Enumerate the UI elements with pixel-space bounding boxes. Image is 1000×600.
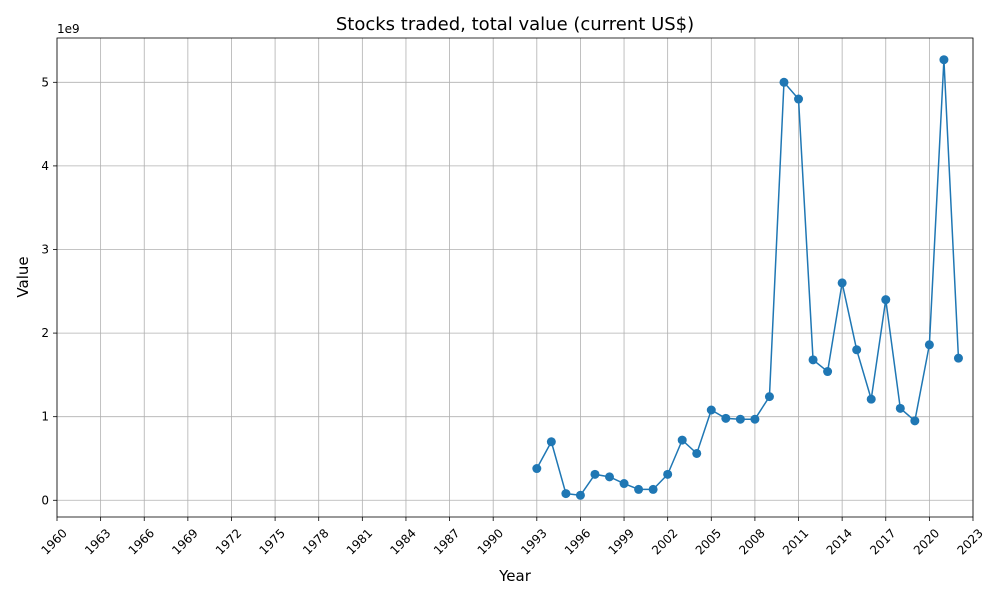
y-tick-label: 3 xyxy=(41,242,49,256)
data-point xyxy=(764,392,774,402)
data-point xyxy=(910,416,920,426)
x-tick-label: 2023 xyxy=(954,526,985,557)
y-tick-label: 0 xyxy=(41,493,49,507)
data-point xyxy=(648,484,658,494)
x-tick-label: 1972 xyxy=(213,526,244,557)
x-tick-label: 2002 xyxy=(649,526,680,557)
data-point xyxy=(953,353,963,363)
x-tick-label: 1996 xyxy=(562,526,593,557)
x-tick-label: 1978 xyxy=(300,526,331,557)
data-point xyxy=(692,448,702,458)
data-point xyxy=(561,489,571,499)
data-point xyxy=(677,435,687,445)
series-line xyxy=(536,59,960,497)
data-point xyxy=(619,479,629,489)
data-point xyxy=(881,295,891,305)
x-tick-label: 1960 xyxy=(38,526,69,557)
y-tick-label: 2 xyxy=(41,326,49,340)
data-point xyxy=(750,414,760,424)
data-point xyxy=(808,355,818,365)
plot-frame xyxy=(56,37,974,518)
x-tick-label: 1969 xyxy=(169,526,200,557)
series xyxy=(532,55,963,500)
x-axis: 1960 1963 1966 1969 1972 1975 1978 1981 1984 1987… xyxy=(38,517,986,558)
y-tick-label: 5 xyxy=(41,75,49,89)
data-point xyxy=(721,413,731,423)
chart-title: Stocks traded, total value (current US$) xyxy=(336,14,694,35)
data-point xyxy=(779,77,789,87)
data-point xyxy=(663,469,673,479)
x-tick-label: 2020 xyxy=(911,526,942,557)
data-point xyxy=(706,405,716,415)
data-point xyxy=(735,414,745,424)
x-tick-label: 2011 xyxy=(780,526,811,557)
data-point xyxy=(794,94,804,104)
x-tick-label: 1963 xyxy=(82,526,113,557)
x-tick-label: 2008 xyxy=(736,526,767,557)
y-tick-label: 1 xyxy=(41,410,49,424)
x-tick-label: 1987 xyxy=(431,526,462,557)
x-tick-label: 1984 xyxy=(387,526,418,557)
data-point xyxy=(939,55,949,65)
data-point xyxy=(605,472,615,482)
y-axis-multiplier: 1e9 xyxy=(57,22,80,36)
data-point xyxy=(634,484,644,494)
x-axis-title: Year xyxy=(498,567,532,585)
y-tick-label: 4 xyxy=(41,159,49,173)
x-tick-label: 1981 xyxy=(344,526,375,557)
data-point xyxy=(575,490,585,500)
x-tick-label: 2017 xyxy=(867,526,898,557)
x-tick-label: 1993 xyxy=(518,526,549,557)
y-axis: 0 1 2 3 4 5 xyxy=(41,75,57,507)
x-tick-label: 1990 xyxy=(475,526,506,557)
x-tick-label: 1975 xyxy=(257,526,288,557)
y-axis-title: Value xyxy=(14,256,32,297)
x-tick-label: 2005 xyxy=(693,526,724,557)
data-point xyxy=(546,437,556,447)
data-point xyxy=(866,394,876,404)
data-point xyxy=(837,278,847,288)
grid xyxy=(56,38,974,517)
x-tick-label: 1999 xyxy=(605,526,636,557)
x-tick-label: 1966 xyxy=(126,526,157,557)
data-point xyxy=(852,345,862,355)
data-point xyxy=(895,403,905,413)
data-point xyxy=(924,340,934,350)
data-point xyxy=(590,469,600,479)
data-point xyxy=(532,464,542,474)
data-point xyxy=(823,367,833,377)
x-tick-label: 2014 xyxy=(824,526,855,557)
